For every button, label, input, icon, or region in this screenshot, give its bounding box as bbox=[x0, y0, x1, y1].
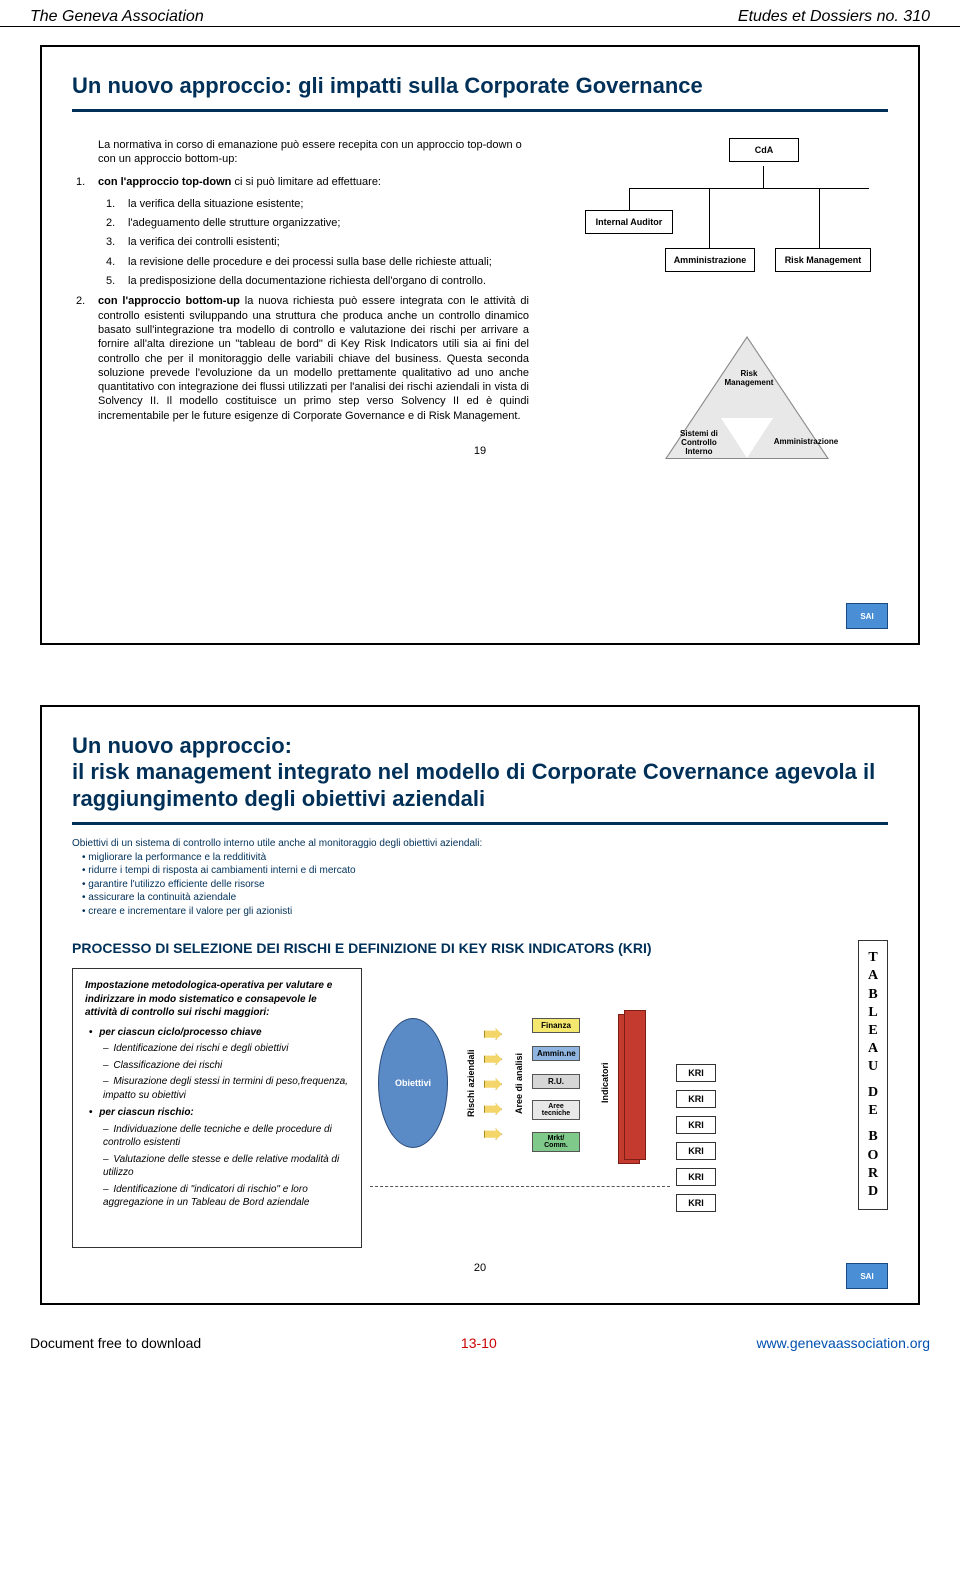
method-l1a: Identificazione dei rischi e degli obiet… bbox=[103, 1042, 349, 1056]
method-l2a: Individuazione delle tecniche e delle pr… bbox=[103, 1123, 349, 1150]
slide-2: Un nuovo approccio: il risk management i… bbox=[40, 705, 920, 1305]
tableau-word-3: BORD bbox=[865, 1128, 881, 1201]
obj-item: garantire l'utilizzo efficiente delle ri… bbox=[82, 878, 888, 892]
obj-item: migliorare la performance e la redditivi… bbox=[82, 851, 888, 865]
objectives-box: Obiettivi di un sistema di controllo int… bbox=[72, 837, 888, 918]
obj-item: assicurare la continuità aziendale bbox=[82, 891, 888, 905]
kri-box: KRI bbox=[676, 1168, 716, 1186]
tri-top-label: RiskManagement bbox=[719, 370, 779, 388]
method-l2c: Identificazione di "indicatori di rischi… bbox=[103, 1183, 349, 1210]
org-amministrazione: Amministrazione bbox=[665, 248, 755, 272]
slide2-title-l2: il risk management integrato nel modello… bbox=[72, 759, 875, 810]
kri-box: KRI bbox=[676, 1194, 716, 1212]
method-lead: Impostazione metodologica-operativa per … bbox=[85, 979, 349, 1020]
tri-right-label: Amministrazione bbox=[767, 438, 845, 447]
org-internal-auditor: Internal Auditor bbox=[585, 210, 673, 234]
arrow-icon bbox=[484, 1053, 502, 1065]
footer-mid: 13-10 bbox=[461, 1335, 497, 1351]
label-aree-analisi: Aree di analisi bbox=[514, 1038, 524, 1128]
dashed-separator bbox=[370, 1186, 670, 1187]
item-2: 2. con l'approccio bottom-up la nuova ri… bbox=[76, 294, 529, 423]
method-box: Impostazione metodologica-operativa per … bbox=[72, 968, 362, 1248]
arrow-icon bbox=[484, 1128, 502, 1140]
tag-mrkt: Mrkt/ Comm. bbox=[532, 1132, 580, 1152]
tag-ru: R.U. bbox=[532, 1074, 580, 1089]
sub3-text: la verifica dei controlli esistenti; bbox=[128, 235, 280, 249]
page-header: The Geneva Association Etudes et Dossier… bbox=[0, 0, 960, 27]
objectives-lead: Obiettivi di un sistema di controllo int… bbox=[72, 837, 888, 851]
slide2-page-num: 20 bbox=[72, 1262, 888, 1274]
objectives-list: migliorare la performance e la redditivi… bbox=[82, 851, 888, 919]
slide2-title-l1: Un nuovo approccio: bbox=[72, 733, 292, 758]
oval-obiettivi: Obiettivi bbox=[378, 1018, 448, 1148]
header-left: The Geneva Association bbox=[30, 8, 204, 26]
tag-aree-tecniche: Aree tecniche bbox=[532, 1100, 580, 1120]
item2-lead: con l'approccio bottom-up bbox=[98, 295, 240, 307]
kri-box: KRI bbox=[676, 1090, 716, 1108]
sub2-text: l'adeguamento delle strutture organizzat… bbox=[128, 216, 340, 230]
org-risk-mgmt: Risk Management bbox=[775, 248, 871, 272]
item2-body: la nuova richiesta può essere integrata … bbox=[98, 295, 529, 421]
item1-rest: ci si può limitare ad effettuare: bbox=[231, 176, 381, 188]
tag-finanza: Finanza bbox=[532, 1018, 580, 1033]
arrow-icon bbox=[484, 1103, 502, 1115]
label-rischi-aziendali: Rischi aziendali bbox=[466, 1038, 476, 1128]
sub-2: 2.l'adeguamento delle strutture organizz… bbox=[106, 216, 529, 230]
org-cda: CdA bbox=[729, 138, 799, 162]
header-right: Etudes et Dossiers no. 310 bbox=[738, 8, 930, 26]
sub-4: 4.la revisione delle procedure e dei pro… bbox=[106, 255, 529, 269]
sub-3: 3.la verifica dei controlli esistenti; bbox=[106, 235, 529, 249]
footer-left: Document free to download bbox=[30, 1335, 201, 1351]
sub4-text: la revisione delle procedure e dei proce… bbox=[128, 255, 492, 269]
slide1-diagram: CdA Internal Auditor Amministrazione Ris… bbox=[549, 138, 888, 431]
sub-1: 1.la verifica della situazione esistente… bbox=[106, 197, 529, 211]
item-1: 1. con l'approccio top-down ci si può li… bbox=[76, 175, 529, 189]
tri-left-label: Sistemi diControlloInterno bbox=[669, 430, 729, 456]
method-l1: per ciascun ciclo/processo chiave bbox=[99, 1027, 261, 1038]
obj-item: creare e incrementare il valore per gli … bbox=[82, 905, 888, 919]
red-indicator-block bbox=[624, 1010, 646, 1160]
tableau-word-1: TABLEAU bbox=[865, 949, 881, 1076]
footer-right: www.genevaassociation.org bbox=[756, 1335, 930, 1351]
sub5-text: la predisposizione della documentazione … bbox=[128, 274, 486, 288]
section-title: PROCESSO DI SELEZIONE DEI RISCHI E DEFIN… bbox=[72, 940, 844, 956]
tag-amminne: Ammin.ne bbox=[532, 1046, 580, 1061]
kri-box: KRI bbox=[676, 1064, 716, 1082]
kri-box: KRI bbox=[676, 1142, 716, 1160]
sub-5: 5.la predisposizione della documentazion… bbox=[106, 274, 529, 288]
obj-item: ridurre i tempi di risposta ai cambiamen… bbox=[82, 864, 888, 878]
tableau-column: TABLEAU DE BORD bbox=[858, 940, 888, 1210]
sai-logo-icon: SAI bbox=[846, 1263, 888, 1289]
kri-box: KRI bbox=[676, 1116, 716, 1134]
label-indicatori: Indicatori bbox=[600, 1043, 610, 1123]
arrow-icon bbox=[484, 1078, 502, 1090]
process-diagram: Obiettivi Rischi aziendali Aree di anali… bbox=[374, 968, 844, 1248]
page-footer: Document free to download 13-10 www.gene… bbox=[0, 1305, 960, 1367]
method-l2b: Valutazione delle stesse e delle relativ… bbox=[103, 1153, 349, 1180]
sub1-text: la verifica della situazione esistente; bbox=[128, 197, 303, 211]
method-l2: per ciascun rischio: bbox=[99, 1107, 193, 1118]
slide1-intro: La normativa in corso di emanazione può … bbox=[72, 138, 529, 167]
arrow-icon bbox=[484, 1028, 502, 1040]
slide1-title: Un nuovo approccio: gli impatti sulla Co… bbox=[72, 73, 888, 112]
item1-lead: con l'approccio top-down bbox=[98, 176, 231, 188]
slide-1: Un nuovo approccio: gli impatti sulla Co… bbox=[40, 45, 920, 645]
method-l1b: Classificazione dei rischi bbox=[103, 1059, 349, 1073]
tableau-word-2: DE bbox=[865, 1084, 881, 1120]
method-l1c: Misurazione degli stessi in termini di p… bbox=[103, 1075, 349, 1102]
sai-logo-icon: SAI bbox=[846, 603, 888, 629]
slide1-text: La normativa in corso di emanazione può … bbox=[72, 138, 529, 431]
slide2-title: Un nuovo approccio: il risk management i… bbox=[72, 733, 888, 825]
